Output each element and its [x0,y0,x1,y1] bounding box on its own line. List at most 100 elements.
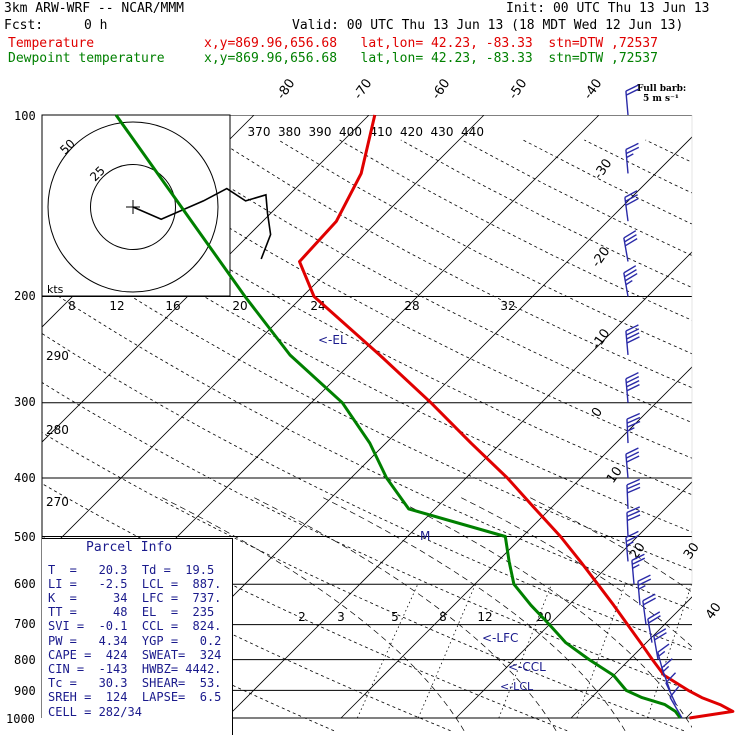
lfc-marker: <-LFC [482,631,518,645]
dry-adiabat [522,139,692,732]
isotherm-label: -40 [581,76,605,102]
wind-barb-flag [665,672,677,684]
wind-barb-flag [625,328,640,336]
dry-adiabat [645,139,692,732]
wind-barb [653,628,667,660]
wind-barb-flag [637,578,652,586]
forecast-hour: 0 h [84,18,108,33]
mixing-ratio-line [646,584,692,719]
wind-barb-flag [662,665,670,673]
wind-barb [625,84,640,116]
parcel-row: T = 20.3 Td = 19.5 [48,563,215,577]
wind-barb [623,230,638,262]
init-time: Init: 00 UTC Thu 13 Jun 13 [506,1,710,16]
lcl-marker: <-LCL [500,680,534,693]
dry-adiabat [42,139,692,732]
wind-barb-flag [626,510,641,518]
pressure-label-900: 900 [14,684,36,698]
isotherm-label: 0 [589,405,606,420]
wind-barb-flag [627,427,635,432]
hodograph-trace [132,187,272,260]
dry-adiabat [400,139,692,732]
model-title: 3km ARW-WRF -- NCAR/MMM [4,1,185,16]
isotherm [570,115,692,719]
wind-barb-flag [625,84,639,92]
wind-barb-flag [626,482,641,490]
isotherm [455,115,692,719]
wind-barb-flag [624,238,638,247]
wind-barb-flag [657,643,670,653]
wind-barb-flag [625,88,640,96]
wind-barb-flag [625,194,638,202]
parcel-row: PW = 4.34 YGP = 0.2 [48,634,222,648]
dry-adiabat [42,139,692,732]
hodograph-ring-50 [47,121,219,293]
wind-barb-flag [626,336,640,344]
pressure-label-400: 400 [14,471,36,485]
wind-barb-flag [654,632,667,641]
parcel-info-panel: Parcel Info T = 20.3 Td = 19.5 LI = -2.5… [42,538,233,735]
theta-label: 440 [461,125,484,139]
wind-barb-flag [626,384,640,392]
wind-barb-flag [625,142,639,151]
theta-e-label: 8 [68,299,76,313]
parcel-row: SREH = 124 LAPSE= 6.5 [48,690,222,704]
mixing-ratio-label: 8 [439,610,447,624]
wind-barb-flag [658,650,666,657]
wind-barb-flag [626,455,640,463]
isotherm-label: -30 [591,156,615,182]
wind-barb-flag [624,234,637,243]
dewpoint-legend-info: x,y=869.96,656.68 lat,lon= 42.23, -83.33… [204,51,658,66]
theta-label: 370 [248,125,271,139]
parcel-row: LI = -2.5 LCL = 887. [48,577,222,591]
temperature-line [298,114,735,720]
wind-barb-flag [625,279,633,286]
wind-barb [637,574,652,606]
isotherm-label: 30 [681,540,703,562]
theta-left-label: 290 [46,349,69,363]
dry-adiabat [42,139,692,732]
sounding-series: <-EL M <-LFC <-CCL <-LCL [114,114,735,720]
ccl-marker: <-CCL [508,660,546,674]
temperature-legend-info: x,y=869.96,656.68 lat,lon= 42.23, -83.33… [204,36,658,51]
wind-barb [625,447,640,479]
dry-adiabat [217,139,692,732]
isotherm-label: 10 [604,464,626,486]
dry-adiabat [584,139,692,732]
wind-barb-flag [623,230,637,239]
theta-left-label: 280 [46,423,69,437]
wind-barb-flag [626,478,641,486]
hodograph-ring-25 [90,164,176,250]
dry-adiabat [42,139,692,732]
isotherm-label: -80 [274,76,298,102]
wind-barb [625,142,640,174]
pressure-label-200: 200 [14,289,36,303]
dewpoint-legend-label: Dewpoint temperature [8,51,165,66]
mixing-ratio-line [498,584,552,719]
pressure-label-600: 600 [14,577,36,591]
parcel-row: Tc = 30.3 SHEAR= 53. [48,676,222,690]
dry-adiabat [42,139,451,732]
wind-barb-flag [625,198,639,206]
wind-barb-flag [626,380,640,388]
parcel-row: CAPE = 424 SWEAT= 324 [48,648,222,662]
isotherm [685,115,692,719]
isotherm-label: -70 [351,76,375,102]
isotherm [340,115,692,719]
wind-barb [665,672,677,705]
wind-barb-flag [627,420,641,428]
wind-barb [642,593,656,625]
theta-left-label: 270 [46,495,69,509]
wind-barb-flag [648,615,661,624]
wind-barb-flag [625,324,639,332]
wind-barb-flag [623,265,637,274]
theta-label: 380 [278,125,301,139]
wind-barb [623,265,638,297]
wind-barb [657,643,670,676]
wind-barb-flag [625,146,640,155]
wind-barb [624,190,639,222]
wind-barb-staff [669,696,683,719]
theta-label: 400 [339,125,362,139]
wind-barb-flag [625,534,640,543]
